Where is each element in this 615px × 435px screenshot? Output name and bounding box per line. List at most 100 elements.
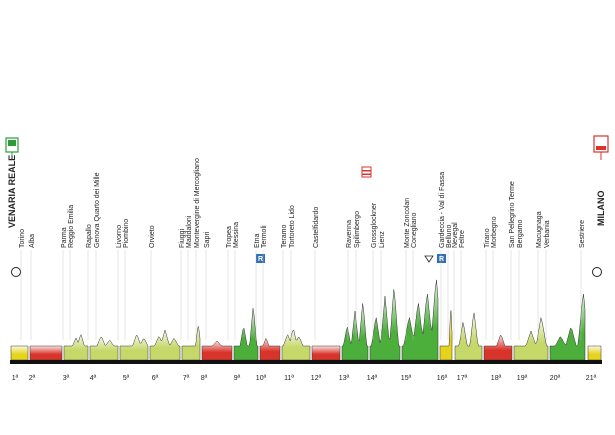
place-label: Macugnaga [536,211,543,248]
stage-profile-line [201,340,233,361]
clock-icon [592,267,602,277]
stage-profile-line [483,334,513,361]
place-label: Ravenna [346,220,353,248]
place-label: Morbegno [491,216,498,248]
stage-profile-shade [588,346,601,360]
place-label: Maddaloni [186,215,193,248]
place-label: Alba [29,234,36,248]
stage-profile-shade [402,279,438,360]
stage-number: 8ª [201,375,208,382]
stage-profile-line [233,308,259,361]
start-icon [5,137,19,160]
place-label: Spilimbergo [354,211,361,248]
stage-number: 13ª [339,375,350,382]
stage-profile-shade [11,346,28,360]
place-label: Lienz [379,231,386,248]
place-label: Genova Quarto dei Mille [94,172,101,248]
stage-profile-shade [282,330,310,360]
stage-number: 2ª [29,375,36,382]
place-label: Gardeccia - Val di Fassa [439,172,446,248]
stage-number: 20ª [550,375,561,382]
place-label: Parma [61,227,68,248]
place-label: Sapri [204,231,211,248]
stage-profile-shade [312,346,340,360]
stage-number: 17ª [457,375,468,382]
stage-profile-line [10,345,29,361]
place-label: Rapallo [86,224,93,248]
stage-profile-line [587,345,602,361]
stage-number: 19ª [517,375,528,382]
stage-number: 9ª [234,375,241,382]
stage-profile-shade [234,308,258,360]
place-label: Nevegal [452,222,459,248]
baseline [10,360,602,364]
place-label: Tirano [484,228,491,248]
flag-icon [361,166,372,178]
stage-profile-line [149,329,181,361]
stage-profile-shade [90,337,118,360]
stage-profile-shade [550,294,585,360]
stage-profile-line [259,337,281,361]
place-label: Belluno [446,225,453,248]
stage-profile-shade [455,312,482,360]
stage-number: 21ª [586,375,597,382]
stage-profile-line [454,312,483,361]
place-label: Etna [254,233,261,248]
stage-profile-shade [30,346,62,360]
place-label: Montevergine di Mercogliano [194,158,201,248]
finish-label: MILANO [596,191,606,227]
stage-number: 7ª [183,375,190,382]
stage-profile-line [29,345,63,361]
place-label: Tropea [226,226,233,248]
place-label: San Pellegrino Terme [509,181,516,248]
place-label: Torino [19,229,26,248]
place-label: Teramo [281,225,288,248]
summit-icon [424,255,434,263]
stage-profile-line [549,294,586,361]
rest-icon-text: R [258,256,263,263]
stage-number: 5ª [123,375,130,382]
stage-number: 6ª [152,375,159,382]
stage-profile-shade [182,326,200,360]
stage-profile-line [341,303,369,361]
stage-profile-line [401,279,439,361]
stage-profile-line [119,334,149,361]
place-label: Reggio Emilia [68,205,75,248]
stage-profile-shade [202,341,232,360]
place-label: Messina [233,222,240,248]
place-label: Verbania [544,220,551,248]
place-label: Livorno [116,225,123,248]
start-label: VENARIA REALE [7,155,17,228]
stage-profile-shade [260,338,280,360]
place-label: Tortoreto Lido [289,205,296,248]
place-label: Conegliano [411,212,418,248]
place-label: Castelfidardo [313,207,320,248]
stage-profile-line [311,345,341,361]
rest-icon [256,254,265,263]
stage-number: 1ª [12,375,19,382]
stage-profile-line [439,310,453,361]
stage-profile-shade [120,335,148,360]
stage-profile-shade [514,317,548,360]
place-label: Grossglockner [371,202,378,248]
stage-profile-shade [150,330,180,360]
rest-icon [437,254,446,263]
finish-icon [593,135,609,160]
stage-profile-shade [64,334,88,360]
stage-number: 11ª [284,375,294,382]
stage-number: 16ª [437,375,448,382]
stage-number: 10ª [256,375,267,382]
place-label: Sestriere [579,220,586,248]
place-label: Bergamo [517,219,524,248]
rest-icon-text: R [439,256,444,263]
stage-profile-shade [440,310,452,360]
stage-number: 14ª [367,375,378,382]
place-label: Fiuggi [179,228,186,248]
stage-profile-line [181,325,201,361]
clock-icon [11,267,21,277]
place-label: Feltre [459,230,466,248]
stage-number: 15ª [401,375,412,382]
stage-profile-line [89,336,119,361]
stage-number: 3ª [63,375,70,382]
